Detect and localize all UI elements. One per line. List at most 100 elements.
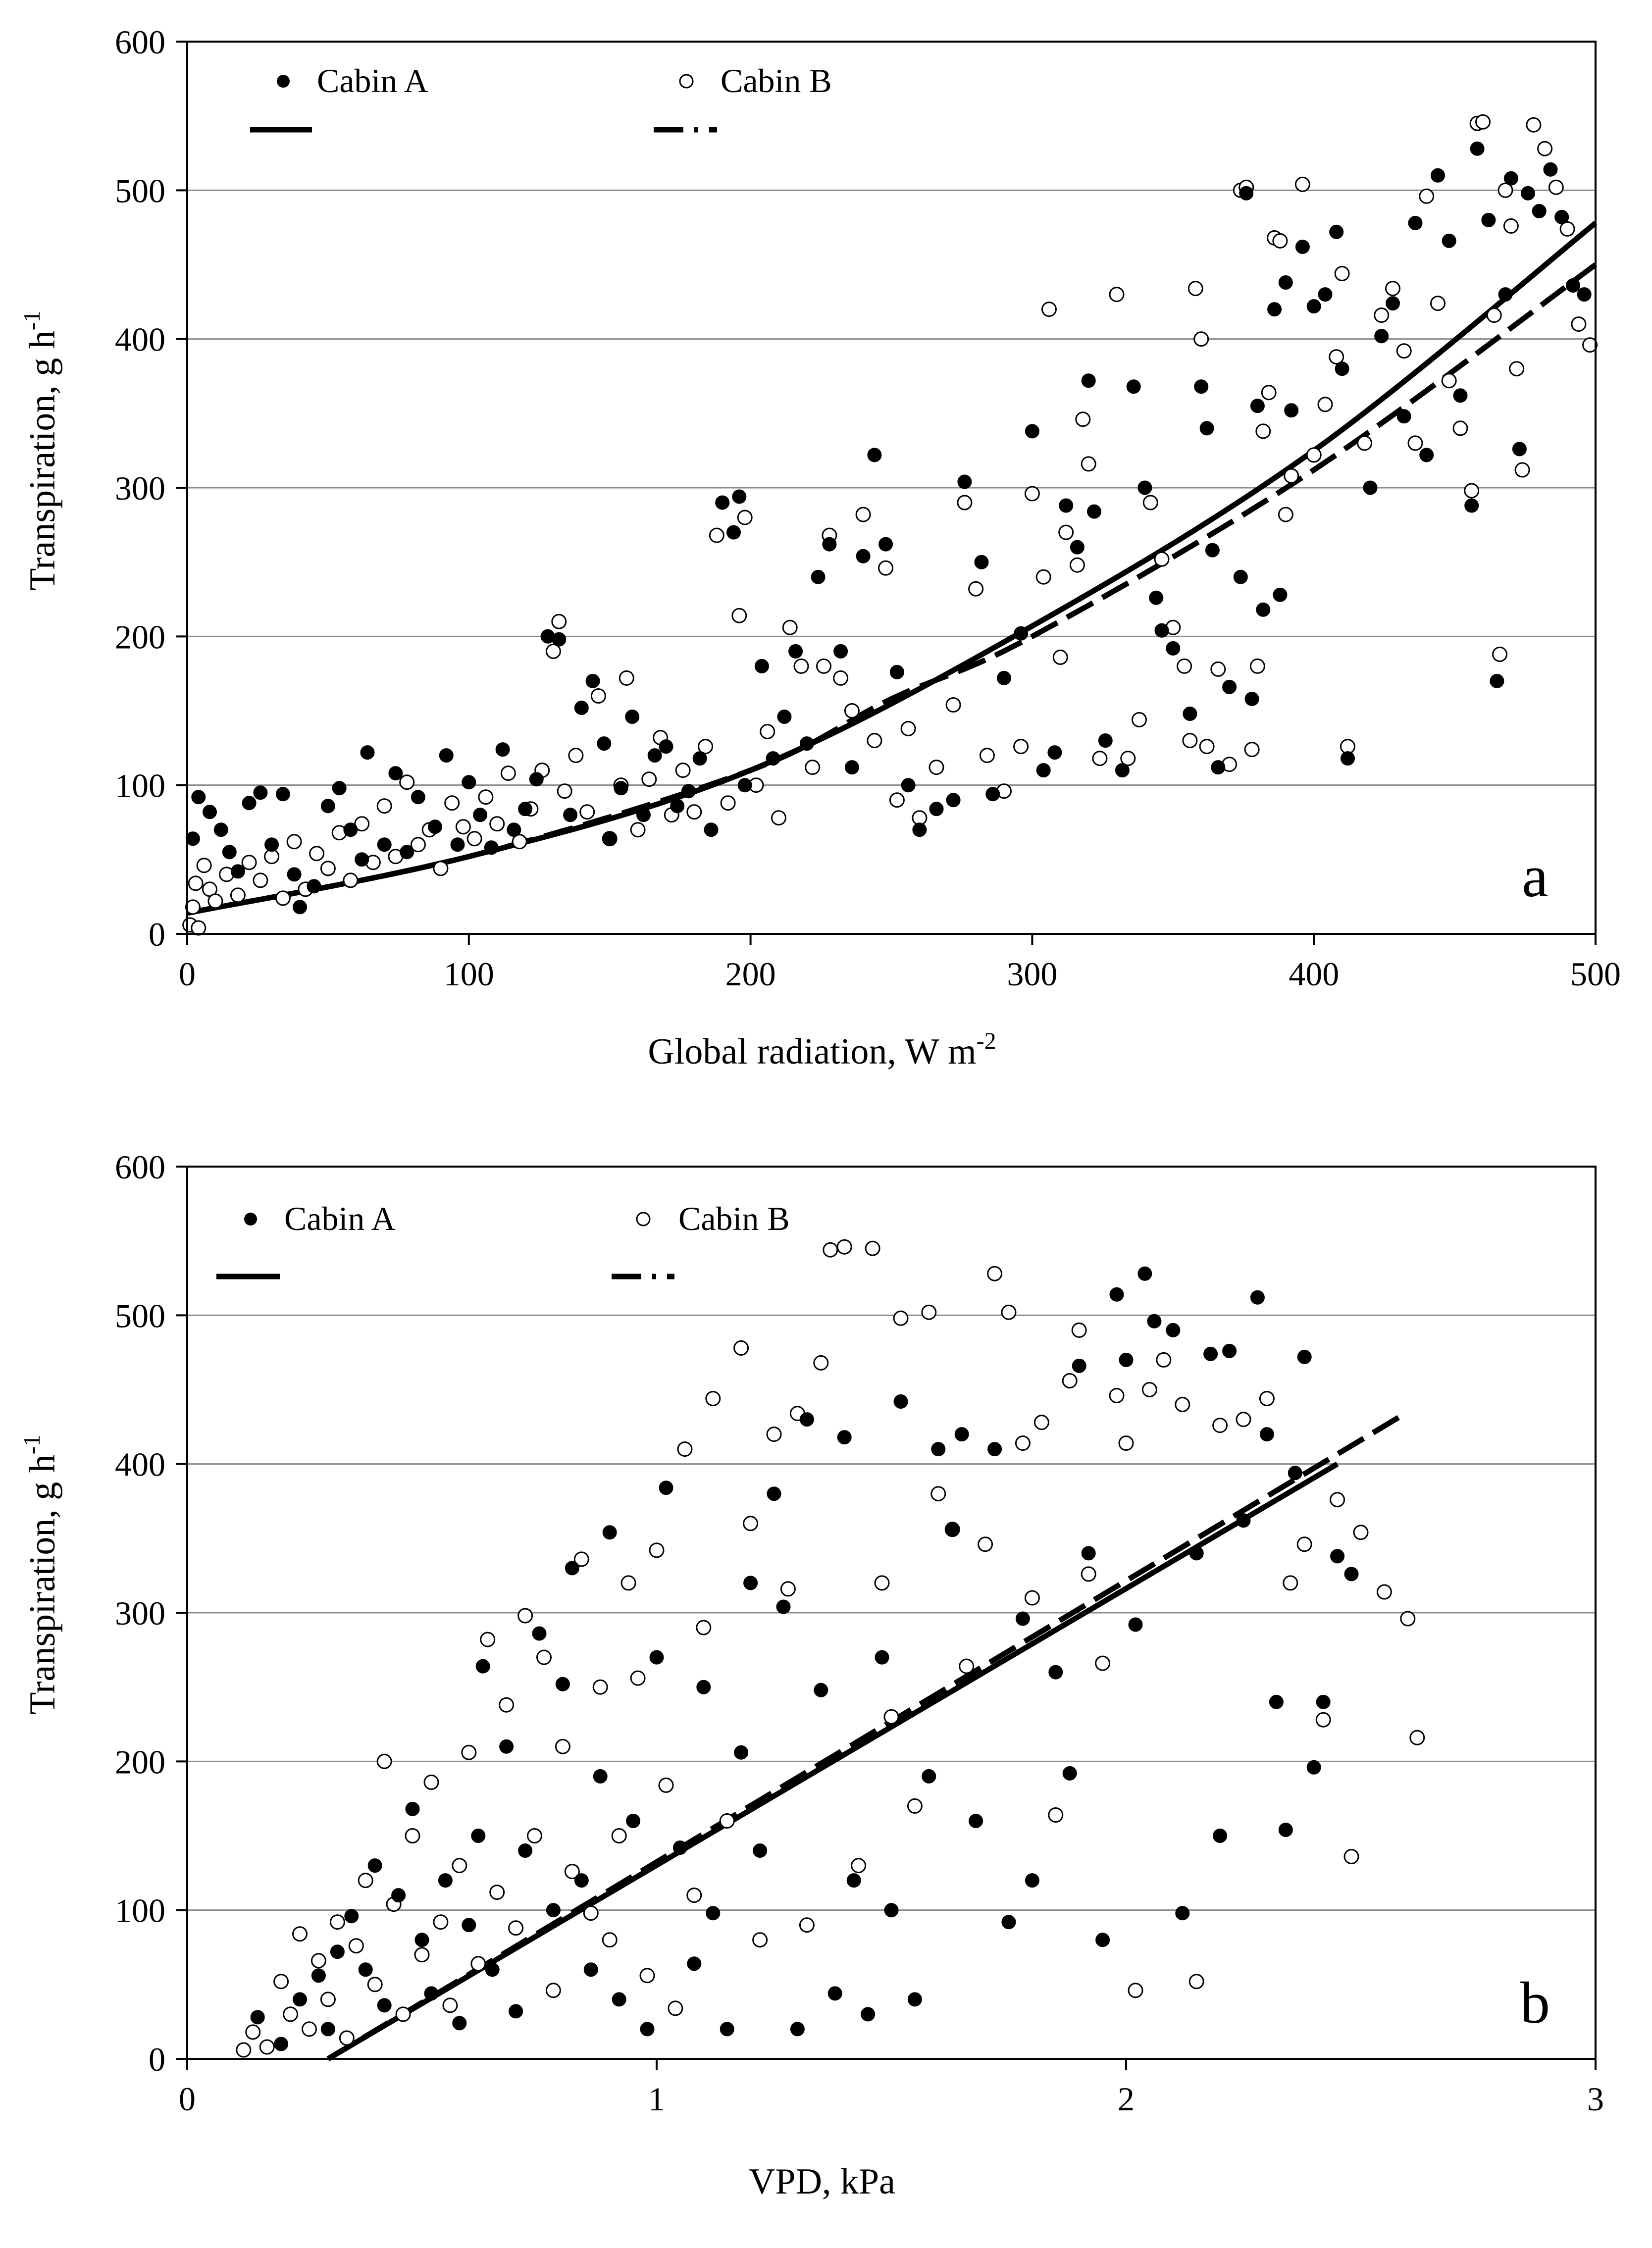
panel-a-point-cabin-a-27 [484, 840, 499, 855]
panel-a-point-cabin-b-90 [1132, 712, 1147, 727]
panel-b-point-cabin-b-11 [348, 1938, 364, 1954]
panel-b-point-cabin-b-33 [555, 1738, 570, 1754]
panel-b-point-cabin-b-88 [1188, 1974, 1204, 1990]
panel-b-point-cabin-a-72 [1119, 1352, 1134, 1367]
panel-a-point-cabin-a-17 [360, 745, 375, 760]
panel-a-point-cabin-b-122 [1419, 188, 1435, 204]
panel-b-point-cabin-b-45 [668, 2000, 683, 2016]
panel-b-point-cabin-b-16 [395, 2006, 411, 2022]
panel-a-point-cabin-a-96 [1244, 692, 1259, 706]
panel-b-point-cabin-a-6 [344, 1909, 359, 1924]
panel-b-point-cabin-a-43 [753, 1843, 768, 1858]
panel-b-y-tick-label-200: 200 [115, 1743, 165, 1781]
panel-a-point-cabin-a-123 [1503, 171, 1518, 186]
panel-a-point-cabin-a-67 [929, 802, 944, 817]
panel-b-point-cabin-b-86 [1156, 1352, 1172, 1368]
panel-b-point-cabin-a-84 [1259, 1427, 1274, 1442]
panel-a-point-cabin-b-126 [1464, 483, 1480, 499]
panel-a-point-cabin-a-45 [681, 784, 696, 799]
panel-b-point-cabin-a-29 [593, 1769, 608, 1784]
panel-a-point-cabin-b-97 [1193, 331, 1209, 347]
panel-b-point-cabin-b-43 [649, 1542, 665, 1558]
panel-a-point-cabin-a-34 [563, 808, 578, 822]
panel-a-point-cabin-b-15 [309, 846, 325, 862]
panel-b-point-cabin-b-91 [1259, 1391, 1275, 1406]
panel-a-x-tick-label-200: 200 [725, 955, 776, 993]
panel-a-point-cabin-a-38 [602, 831, 617, 846]
panel-b-point-cabin-a-3 [311, 1968, 326, 1983]
panel-a-point-cabin-b-65 [844, 703, 860, 718]
panel-a-point-cabin-a-1 [191, 790, 206, 805]
panel-a-point-cabin-b-36 [545, 643, 561, 659]
panel-a-point-cabin-a-53 [766, 751, 780, 766]
panel-a-point-cabin-a-47 [704, 822, 719, 837]
panel-a-point-cabin-a-113 [1408, 215, 1423, 230]
panel-a-legend-marker-cabin-b [679, 74, 694, 89]
panel-a-y-tick-label-600: 600 [115, 23, 165, 61]
panel-b-point-cabin-b-93 [1296, 1536, 1312, 1552]
panel-a-point-cabin-a-118 [1464, 498, 1479, 513]
panel-a-point-cabin-b-96 [1187, 281, 1203, 297]
panel-b-point-cabin-a-75 [1147, 1314, 1162, 1328]
panel-b-point-cabin-b-38 [602, 1932, 618, 1948]
panel-b-legend-label-cabin-b: Cabin B [678, 1200, 790, 1237]
panel-a-point-cabin-b-13 [286, 834, 302, 850]
panel-b-point-cabin-b-26 [489, 1885, 505, 1900]
panel-a-point-cabin-a-73 [1014, 626, 1029, 641]
panel-a-point-cabin-a-87 [1166, 641, 1181, 656]
panel-b-point-cabin-b-22 [452, 1858, 467, 1874]
panel-a-y-tick-label-300: 300 [115, 469, 165, 507]
panel-b-point-cabin-a-9 [377, 1998, 392, 2013]
panel-b-point-cabin-a-4 [320, 2022, 335, 2037]
panel-a-point-cabin-b-41 [590, 688, 606, 704]
panel-b-point-cabin-a-69 [1081, 1546, 1096, 1561]
panel-a-point-cabin-b-139 [1571, 316, 1587, 332]
panel-a-point-cabin-b-106 [1261, 385, 1277, 401]
panel-a-point-cabin-a-14 [332, 781, 347, 796]
panel-a-point-cabin-a-4 [222, 845, 237, 860]
panel-b-point-cabin-a-41 [734, 1745, 749, 1760]
panel-a-point-cabin-a-41 [636, 808, 651, 822]
panel-a-point-cabin-a-8 [264, 837, 279, 852]
panel-b-point-cabin-b-62 [865, 1240, 880, 1256]
panel-a-point-cabin-b-129 [1486, 307, 1502, 323]
panel-a-point-cabin-b-33 [512, 834, 527, 850]
panel-a-point-cabin-b-50 [686, 804, 702, 820]
panel-a-point-cabin-b-81 [1041, 302, 1057, 317]
panel-b-x-axis-title: VPD, kPa [749, 2161, 895, 2202]
panel-a-point-cabin-a-28 [495, 742, 510, 757]
panel-b-point-cabin-a-68 [1072, 1358, 1086, 1373]
panel-a-point-cabin-a-117 [1453, 388, 1468, 403]
panel-a-point-cabin-b-111 [1294, 176, 1310, 192]
panel-a-point-cabin-b-44 [619, 670, 634, 686]
panel-b-point-cabin-a-85 [1269, 1694, 1284, 1709]
panel-a-point-cabin-b-79 [1024, 486, 1040, 502]
panel-a-point-cabin-a-12 [307, 879, 321, 894]
panel-b-point-cabin-b-85 [1141, 1382, 1157, 1397]
panel-a-point-cabin-b-3 [191, 920, 206, 936]
panel-b-point-cabin-b-10 [339, 2030, 355, 2046]
panel-a-point-cabin-a-35 [574, 701, 589, 715]
panel-b-point-cabin-b-70 [959, 1658, 975, 1674]
panel-a-point-cabin-a-33 [552, 632, 567, 647]
panel-a-point-cabin-b-89 [1120, 751, 1136, 766]
panel-a-point-cabin-b-138 [1559, 221, 1575, 237]
panel-b-letter: b [1520, 1970, 1550, 2036]
panel-b-point-cabin-a-87 [1288, 1466, 1302, 1481]
panel-a-point-cabin-b-115 [1334, 266, 1350, 281]
panel-a-point-cabin-a-69 [957, 474, 972, 489]
panel-a-y-tick-label-500: 500 [115, 172, 165, 209]
panel-b-point-cabin-a-39 [706, 1906, 721, 1921]
panel-b-point-cabin-b-60 [836, 1239, 852, 1255]
panel-a-point-cabin-a-49 [726, 525, 741, 540]
panel-b-point-cabin-a-7 [358, 1962, 373, 1977]
panel-b-point-cabin-b-53 [752, 1932, 768, 1948]
panel-a-point-cabin-a-78 [1070, 540, 1084, 555]
panel-a-point-cabin-a-15 [343, 822, 358, 837]
panel-a-point-cabin-a-40 [625, 710, 640, 724]
panel-b-point-cabin-a-57 [922, 1769, 936, 1784]
panel-b-point-cabin-b-58 [813, 1355, 829, 1371]
panel-b-point-cabin-b-9 [329, 1914, 345, 1930]
panel-b-point-cabin-b-95 [1330, 1492, 1345, 1508]
panel-a-point-cabin-b-57 [760, 724, 775, 739]
